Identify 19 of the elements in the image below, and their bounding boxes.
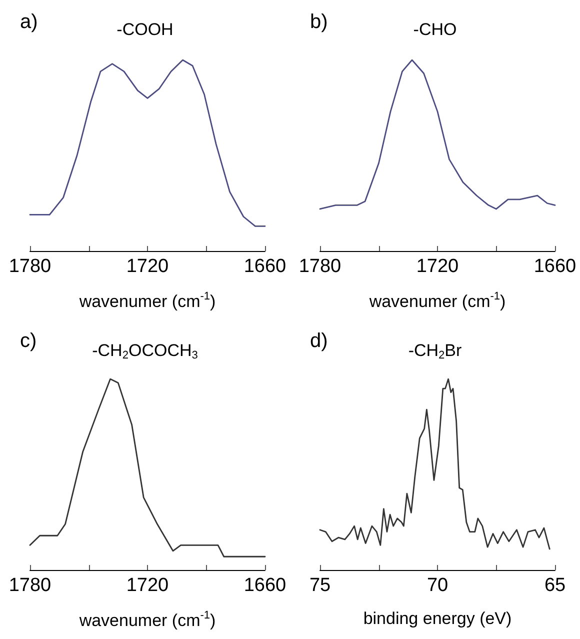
x-tick-label: 1780 [8, 256, 52, 277]
x-tick-label: 75 [309, 575, 331, 596]
chart-title: -COOH [116, 20, 174, 39]
x-axis-title: binding energy (eV) [363, 609, 512, 628]
x-tick-label: 1660 [244, 256, 286, 277]
text: b) [310, 11, 328, 33]
x-tick-label: 1720 [126, 575, 169, 596]
x-tick-label: 65 [544, 575, 566, 596]
x-tick-label: 70 [426, 575, 448, 596]
x-tick-label: 1660 [534, 256, 576, 277]
x-tick-label: 1720 [126, 256, 169, 277]
x-tick-label: 1660 [244, 575, 286, 596]
chart-title: -CHO [413, 20, 457, 39]
text: d) [310, 330, 328, 352]
x-tick-label: 1780 [298, 256, 342, 277]
x-tick-label: 1720 [416, 256, 459, 277]
text: a) [20, 11, 38, 33]
text: c) [20, 330, 37, 352]
x-tick-label: 1780 [8, 575, 52, 596]
